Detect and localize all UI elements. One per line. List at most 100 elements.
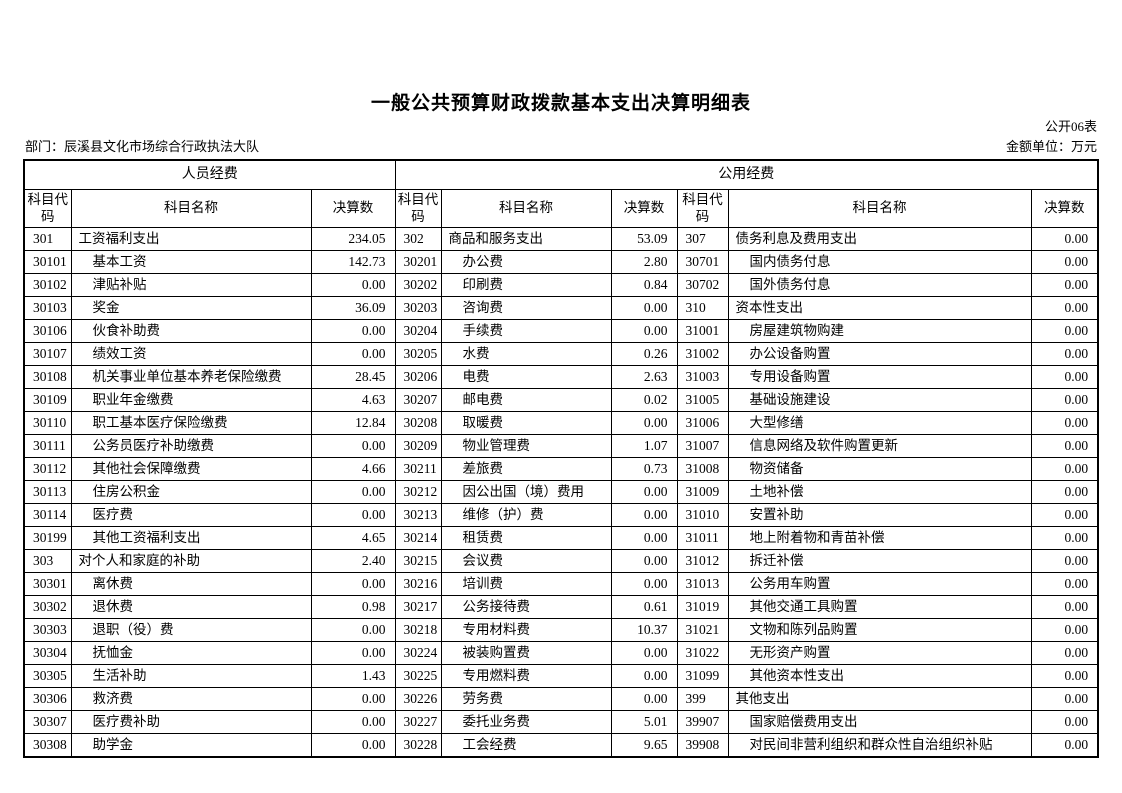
subject-code-cell: 30304 [23,641,72,665]
subject-code-cell: 30209 [394,434,442,458]
subject-name-cell: 绩效工资 [70,342,312,366]
subject-name-cell: 信息网络及软件购置更新 [727,434,1032,458]
amount-cell: 9.65 [610,733,678,758]
amount-cell: 0.84 [610,273,678,297]
amount-cell: 0.00 [1030,710,1099,734]
subject-name-cell: 职业年金缴费 [70,388,312,412]
subject-name-cell: 对民间非营利组织和群众性自治组织补贴 [727,733,1032,758]
subject-name-cell: 公务用车购置 [727,572,1032,596]
amount-cell: 0.00 [310,319,396,343]
subject-code-cell: 30307 [23,710,72,734]
subject-code-cell: 31013 [676,572,729,596]
subject-code-cell: 30103 [23,296,72,320]
amount-cell: 12.84 [310,411,396,435]
subject-name-cell: 电费 [440,365,612,389]
subject-code-cell: 301 [23,227,72,251]
subject-name-cell: 其他交通工具购置 [727,595,1032,619]
subject-code-cell: 30227 [394,710,442,734]
subject-name-cell: 对个人和家庭的补助 [70,549,312,573]
subject-code-cell: 30107 [23,342,72,366]
amount-cell: 0.00 [610,319,678,343]
table-row: 30107 绩效工资 0.00 30205 水费 0.26 31002 办公设备购置 0.00 [23,342,1099,366]
subject-name-cell: 专用燃料费 [440,664,612,688]
subject-code-cell: 30203 [394,296,442,320]
amount-cell: 0.00 [1030,250,1099,274]
amount-cell: 0.00 [310,572,396,596]
amount-cell: 0.00 [1030,641,1099,665]
subject-code-cell: 30218 [394,618,442,642]
subject-name-cell: 津贴补贴 [70,273,312,297]
subject-name-cell: 水费 [440,342,612,366]
table-row: 30304 抚恤金 0.00 30224 被装购置费 0.00 31022 无形资产购置 0.0… [23,641,1099,665]
col-header-amount-1: 决算数 [310,189,396,228]
subject-name-cell: 其他工资福利支出 [70,526,312,550]
subject-code-cell: 30208 [394,411,442,435]
table-row: 30103 奖金 36.09 30203 咨询费 0.00 310 资本性支出 0.00 [23,296,1099,320]
page-title: 一般公共预算财政拨款基本支出决算明细表 [370,93,751,114]
table-group-header-row: 人员经费 公用经费 [23,159,1099,190]
unit-label: 金额单位：万元 [1005,139,1097,154]
subject-name-cell: 工会经费 [440,733,612,758]
amount-cell: 2.80 [610,250,678,274]
subject-name-cell: 伙食补助费 [70,319,312,343]
subject-code-cell: 30306 [23,687,72,711]
col-header-amount-3: 决算数 [1030,189,1099,228]
subject-name-cell: 房屋建筑物购建 [727,319,1032,343]
amount-cell: 0.00 [610,526,678,550]
subject-name-cell: 物业管理费 [440,434,612,458]
amount-cell: 0.00 [310,273,396,297]
subject-code-cell: 30205 [394,342,442,366]
amount-cell: 0.00 [1030,388,1099,412]
subject-name-cell: 机关事业单位基本养老保险缴费 [70,365,312,389]
subject-code-cell: 31005 [676,388,729,412]
subject-code-cell: 30202 [394,273,442,297]
col-header-subject-name-3: 科目名称 [727,189,1032,228]
amount-cell: 0.00 [1030,687,1099,711]
amount-cell: 0.00 [1030,411,1099,435]
table-row: 30102 津贴补贴 0.00 30202 印刷费 0.84 30702 国外债务付息 0.00 [23,273,1099,297]
subject-code-cell: 30207 [394,388,442,412]
subject-code-cell: 31012 [676,549,729,573]
subject-name-cell: 医疗费 [70,503,312,527]
subject-name-cell: 抚恤金 [70,641,312,665]
subject-name-cell: 医疗费补助 [70,710,312,734]
subject-name-cell: 土地补偿 [727,480,1032,504]
amount-cell: 234.05 [310,227,396,251]
amount-cell: 0.00 [1030,664,1099,688]
amount-cell: 4.66 [310,457,396,481]
subject-code-cell: 30216 [394,572,442,596]
subject-code-cell: 30302 [23,595,72,619]
amount-cell: 0.00 [610,480,678,504]
subject-name-cell: 文物和陈列品购置 [727,618,1032,642]
subject-code-cell: 30308 [23,733,72,758]
amount-cell: 0.00 [1030,273,1099,297]
subject-code-cell: 30228 [394,733,442,758]
subject-code-cell: 30226 [394,687,442,711]
subject-name-cell: 手续费 [440,319,612,343]
subject-code-cell: 31003 [676,365,729,389]
subject-code-cell: 30701 [676,250,729,274]
subject-code-cell: 31021 [676,618,729,642]
table-row: 30308 助学金 0.00 30228 工会经费 9.65 39908 对民间非营利组织和群… [23,733,1099,758]
table-body: 301 工资福利支出 234.05 302 商品和服务支出 53.09 307 债务利息及费用… [23,227,1099,758]
subject-name-cell: 地上附着物和青苗补偿 [727,526,1032,550]
amount-cell: 0.00 [610,664,678,688]
table-row: 30306 救济费 0.00 30226 劳务费 0.00 399 其他支出 0.00 [23,687,1099,711]
subject-code-cell: 30215 [394,549,442,573]
table-row: 30110 职工基本医疗保险缴费 12.84 30208 取暖费 0.00 31006 大型修… [23,411,1099,435]
sheet-number-label: 公开06表 [1044,119,1097,134]
amount-cell: 28.45 [310,365,396,389]
subject-code-cell: 30112 [23,457,72,481]
subject-code-cell: 39908 [676,733,729,758]
subject-code-cell: 302 [394,227,442,251]
subject-code-cell: 30111 [23,434,72,458]
amount-cell: 0.00 [610,687,678,711]
amount-cell: 0.00 [610,549,678,573]
amount-cell: 0.00 [1030,503,1099,527]
amount-cell: 0.00 [310,503,396,527]
amount-cell: 53.09 [610,227,678,251]
amount-cell: 0.00 [1030,618,1099,642]
subject-code-cell: 310 [676,296,729,320]
table-row: 303 对个人和家庭的补助 2.40 30215 会议费 0.00 31012 拆迁补偿 0.0… [23,549,1099,573]
